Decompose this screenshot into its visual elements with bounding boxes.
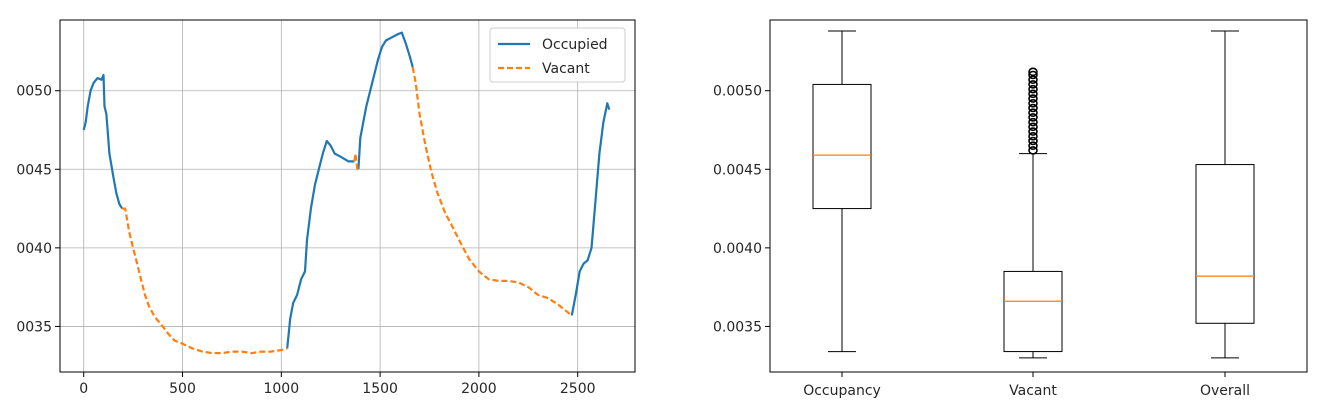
series-line-vacant xyxy=(122,207,288,355)
y-tick-label: 0040 xyxy=(16,241,52,257)
x-tick-label: 1000 xyxy=(263,381,299,397)
y-tick-label: 0050 xyxy=(16,84,52,100)
series-lines xyxy=(82,31,611,355)
legend-occupied-label: Occupied xyxy=(542,37,608,53)
y-tick-label: 0.0050 xyxy=(713,84,762,100)
box-overall xyxy=(1195,30,1255,359)
y-axis: 0035 0040 0045 0050 xyxy=(16,84,60,335)
series-line-vacant xyxy=(411,66,573,317)
outlier-point xyxy=(1028,70,1038,80)
x-axis: Occupancy Vacant Overall xyxy=(803,372,1250,399)
iqr-box xyxy=(1003,270,1063,353)
x-tick-label: 1500 xyxy=(362,381,398,397)
outlier-point xyxy=(1028,136,1038,146)
y-axis: 0.0035 0.0040 0.0045 0.0050 xyxy=(713,84,770,335)
x-tick-label: 2000 xyxy=(461,381,497,397)
outlier-point xyxy=(1028,108,1038,118)
y-tick-label: 0035 xyxy=(16,319,52,335)
outlier-point xyxy=(1028,84,1038,94)
x-tick-label: 2500 xyxy=(560,381,596,397)
outlier-point xyxy=(1028,122,1038,132)
y-tick-label: 0.0045 xyxy=(713,162,762,178)
outlier-point xyxy=(1028,98,1038,108)
series-line-occupied xyxy=(357,31,414,170)
category-label-overall: Overall xyxy=(1200,383,1250,399)
legend: Occupied Vacant xyxy=(489,27,626,83)
plot-frame xyxy=(59,19,636,373)
outlier-point xyxy=(1028,94,1038,103)
outlier-point xyxy=(1028,103,1038,113)
outlier-point xyxy=(1028,127,1038,136)
outlier-point xyxy=(1028,67,1038,77)
outlier-point xyxy=(1028,89,1038,99)
legend-box xyxy=(489,27,626,83)
category-label-occupancy: Occupancy xyxy=(803,383,881,399)
x-tick-label: 500 xyxy=(169,381,196,397)
outlier-point xyxy=(1028,131,1038,141)
x-axis: 0 500 1000 1500 2000 2500 xyxy=(79,372,596,397)
legend-vacant-label: Vacant xyxy=(542,61,590,77)
outlier-point xyxy=(1028,75,1038,85)
y-tick-label: 0.0040 xyxy=(713,241,762,257)
box-plot-chart: 0.0035 0.0040 0.0045 0.0050 Occupancy Vacant… xyxy=(713,19,1308,399)
category-label-vacant: Vacant xyxy=(1009,383,1057,399)
series-line-occupied xyxy=(570,102,611,316)
series-line-occupied xyxy=(82,73,124,210)
outlier-point xyxy=(1028,80,1038,89)
outlier-point xyxy=(1028,117,1038,127)
y-tick-label: 0045 xyxy=(16,162,52,178)
iqr-box xyxy=(1195,164,1255,324)
box-occupancy xyxy=(812,30,872,353)
boxes xyxy=(812,30,1255,359)
series-line-vacant xyxy=(353,152,359,171)
time-series-chart: 0 500 1000 1500 2000 2500 0035 0040 0045 0050 Oc… xyxy=(16,19,636,397)
outlier-point xyxy=(1028,141,1038,151)
x-tick-label: 0 xyxy=(79,381,88,397)
y-tick-label: 0.0035 xyxy=(713,319,762,335)
outlier-point xyxy=(1028,146,1038,155)
iqr-box xyxy=(812,83,872,210)
plot-frame xyxy=(769,19,1308,373)
series-line-occupied xyxy=(286,139,355,349)
box-vacant xyxy=(1003,67,1063,359)
outlier-point xyxy=(1028,113,1038,122)
